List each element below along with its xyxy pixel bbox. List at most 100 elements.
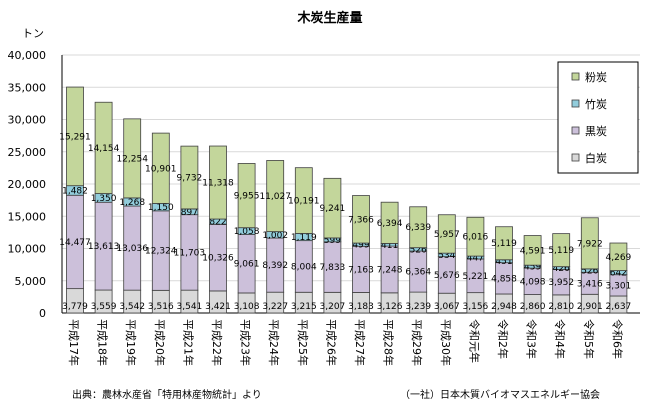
data-label: 411 (381, 241, 398, 251)
data-label: 2,948 (491, 302, 517, 312)
data-label: 6,394 (377, 219, 403, 229)
data-label: 3,559 (91, 302, 117, 312)
data-label: 11,703 (174, 248, 206, 258)
legend-swatch (571, 72, 580, 81)
x-tick-label: 平成17年 (67, 319, 81, 366)
data-label: 9,241 (320, 204, 346, 214)
legend-swatch (571, 153, 580, 162)
data-label: 3,239 (405, 302, 431, 312)
data-label: 1,268 (119, 198, 145, 208)
y-tick-label: 0 (39, 307, 46, 320)
legend-label: 粉炭 (585, 71, 607, 84)
data-label: 9,955 (234, 192, 260, 202)
y-tick-label: 35,000 (8, 81, 47, 94)
data-label: 13,613 (88, 242, 120, 252)
data-label: 897 (181, 208, 198, 218)
data-label: 3,227 (262, 302, 288, 312)
data-label: 9,732 (177, 174, 203, 184)
data-label: 14,477 (59, 238, 91, 248)
data-label: 1,119 (291, 233, 317, 243)
data-label: 11,027 (259, 192, 291, 202)
x-tick-label: 平成22年 (210, 319, 224, 366)
data-label: 3,516 (148, 302, 174, 312)
data-label: 2,637 (606, 302, 632, 312)
data-label: 7,833 (320, 263, 346, 273)
y-tick-label: 10,000 (8, 243, 47, 256)
x-tick-label: 平成20年 (153, 319, 167, 366)
legend-label: 白炭 (585, 151, 607, 165)
data-label: 13,036 (116, 244, 148, 254)
x-tick-label: 令和2年 (496, 319, 510, 359)
data-label: 526 (581, 267, 598, 277)
data-label: 3,067 (434, 302, 460, 312)
data-label: 10,326 (202, 254, 234, 264)
data-label: 2,860 (520, 302, 546, 312)
data-label: 599 (324, 236, 341, 246)
data-label: 1,150 (148, 203, 174, 213)
x-tick-label: 平成28年 (382, 319, 396, 366)
data-label: 4,098 (520, 277, 546, 287)
data-label: 451 (495, 257, 512, 267)
x-tick-label: 令和3年 (525, 319, 539, 359)
x-tick-label: 平成21年 (181, 319, 195, 366)
legend-swatch (571, 99, 580, 108)
data-label: 3,541 (177, 302, 203, 312)
data-label: 5,957 (434, 230, 460, 240)
data-label: 5,119 (548, 246, 574, 256)
data-label: 459 (524, 263, 541, 273)
data-label: 3,542 (119, 302, 145, 312)
data-label: 3,183 (348, 302, 374, 312)
y-tick-label: 15,000 (8, 210, 47, 223)
data-label: 5,676 (434, 271, 460, 281)
x-tick-label: 平成25年 (296, 319, 310, 366)
data-label: 7,163 (348, 265, 374, 275)
legend-label: 竹炭 (585, 97, 607, 111)
x-tick-label: 平成24年 (267, 319, 281, 366)
x-tick-label: 平成26年 (324, 319, 338, 366)
data-label: 1,350 (91, 194, 117, 204)
data-label: 3,156 (463, 302, 489, 312)
data-label: 8,392 (262, 261, 288, 271)
y-axis-label: トン (22, 27, 44, 40)
data-label: 5,119 (491, 239, 517, 249)
data-label: 9,061 (234, 260, 260, 270)
data-label: 3,108 (234, 302, 260, 312)
data-label: 6,016 (463, 233, 489, 243)
bar-segment (609, 242, 628, 271)
x-tick-label: 平成27年 (353, 319, 367, 366)
bar-segment (437, 214, 456, 254)
data-label: 1,482 (62, 186, 88, 196)
data-label: 2,810 (548, 302, 574, 312)
bar-segment (66, 86, 84, 187)
data-label: 534 (438, 251, 455, 261)
legend-swatch (571, 126, 580, 135)
legend-label: 黒炭 (585, 125, 607, 138)
x-tick-label: 令和6年 (610, 319, 624, 359)
credit-note: （一社）日本木質バイオマスエネルギー協会 (400, 388, 600, 401)
data-label: 1,002 (262, 231, 288, 241)
data-label: 7,922 (577, 239, 603, 249)
bar-segment (123, 118, 142, 199)
data-label: 8,004 (291, 262, 317, 272)
bar-segment (209, 145, 227, 220)
data-label: 499 (352, 241, 369, 251)
bar-segment (180, 145, 199, 210)
data-label: 6,339 (405, 223, 431, 233)
bar-segment (352, 195, 370, 244)
legend (557, 61, 639, 174)
x-tick-label: 平成19年 (124, 319, 138, 366)
bar-segment (552, 233, 571, 268)
y-tick-label: 25,000 (8, 146, 47, 159)
y-tick-label: 30,000 (8, 114, 47, 127)
data-label: 7,248 (377, 265, 403, 275)
x-tick-label: 令和元年 (467, 319, 481, 363)
data-label: 12,254 (116, 154, 148, 164)
data-label: 3,126 (377, 302, 403, 312)
data-label: 12,324 (145, 247, 177, 257)
x-tick-label: 令和4年 (553, 319, 567, 359)
bar-segment (237, 163, 256, 229)
data-label: 3,952 (548, 278, 574, 288)
data-label: 426 (553, 264, 570, 274)
